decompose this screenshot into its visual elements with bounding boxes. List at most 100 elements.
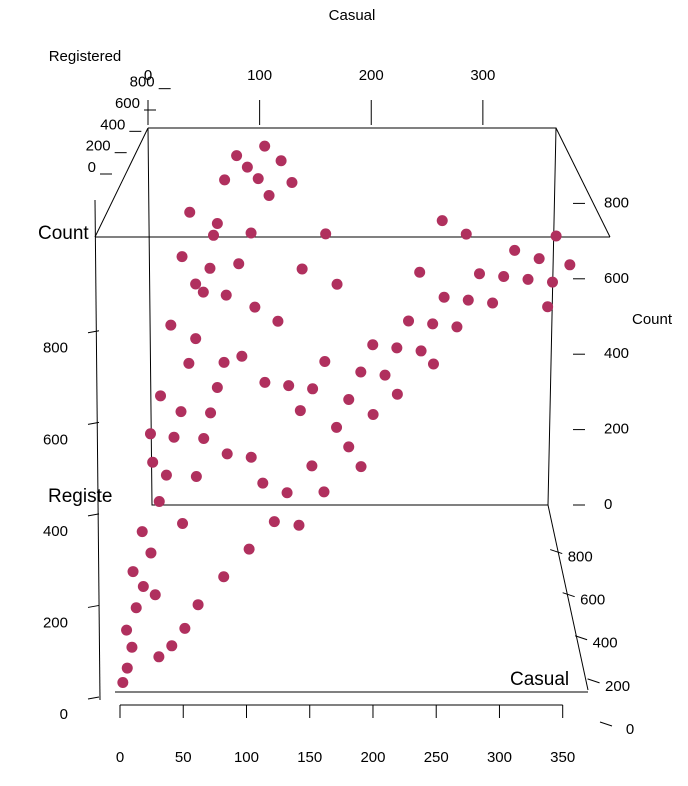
point [320, 228, 332, 240]
y-tick [87, 513, 100, 517]
y-tick-label: 800 [130, 74, 155, 91]
z-tick-label: 400 [604, 345, 629, 362]
front-x-title: Casual [510, 669, 569, 690]
point [564, 259, 576, 271]
point [127, 566, 139, 578]
point [415, 345, 427, 357]
point [283, 380, 295, 392]
box-edge [547, 504, 589, 691]
point [331, 278, 343, 290]
x-tick-label: 100 [234, 749, 259, 766]
point [542, 301, 554, 313]
front-y-title: Registe [48, 486, 112, 507]
point [155, 390, 167, 402]
point [153, 495, 165, 507]
point [252, 173, 264, 185]
point [130, 602, 142, 614]
point [263, 190, 275, 202]
y2-tick [562, 592, 575, 598]
point [546, 276, 558, 288]
point [550, 230, 562, 242]
point [121, 624, 133, 636]
point [147, 456, 159, 468]
y2-tick-label: 200 [605, 678, 630, 695]
y-axis-title: Registered [49, 48, 122, 65]
point [245, 451, 257, 463]
point [498, 271, 510, 283]
point [249, 301, 261, 313]
point [294, 405, 306, 417]
point [451, 321, 463, 333]
point [175, 406, 187, 418]
point [379, 369, 391, 381]
point [137, 581, 149, 593]
point [204, 262, 216, 274]
z-tick-label: 800 [604, 194, 629, 211]
point [391, 342, 403, 354]
point [257, 477, 269, 489]
point [331, 421, 343, 433]
point [166, 640, 178, 652]
point [153, 651, 165, 663]
point [436, 215, 448, 227]
point [177, 517, 189, 529]
point [168, 431, 180, 443]
y-tick-label: 0 [88, 159, 96, 176]
point [121, 662, 133, 674]
y2-tick [550, 549, 563, 555]
point [211, 218, 223, 230]
point [391, 388, 403, 400]
y-tick [87, 330, 100, 334]
point [136, 526, 148, 538]
x-tick-label: 300 [487, 749, 512, 766]
x-tick-label: 200 [360, 749, 385, 766]
point [218, 356, 230, 368]
point [286, 177, 298, 189]
point [462, 294, 474, 306]
y-tick-label: 200 [43, 614, 68, 631]
point [355, 366, 367, 378]
point [233, 258, 245, 270]
point [190, 333, 202, 345]
point [259, 376, 271, 388]
point [427, 358, 439, 370]
y-tick [87, 696, 100, 700]
point [241, 161, 253, 173]
point [293, 519, 305, 531]
y-tick-label: 800 [43, 340, 68, 357]
x-tick-label: 50 [175, 749, 192, 766]
y-tick-label: 600 [115, 95, 140, 112]
point [190, 278, 202, 290]
point [343, 393, 355, 405]
point [367, 409, 379, 420]
point [245, 227, 257, 239]
point [149, 589, 161, 601]
point [533, 253, 545, 265]
y2-tick [587, 678, 600, 684]
point [522, 273, 534, 285]
y2-tick-label: 400 [593, 635, 618, 652]
y2-tick-label: 0 [626, 721, 634, 738]
point [259, 140, 271, 152]
z-axis-title: Count [632, 311, 673, 328]
point [208, 229, 220, 241]
point [460, 228, 472, 240]
point [403, 315, 415, 327]
point [343, 441, 355, 453]
point [275, 155, 287, 167]
point [117, 677, 129, 689]
y-tick-label: 0 [60, 706, 68, 723]
box-edge [94, 127, 149, 238]
y-tick [87, 421, 100, 425]
x-tick-label: 150 [297, 749, 322, 766]
point [183, 357, 195, 369]
point [319, 355, 331, 367]
y2-tick [574, 635, 588, 641]
front-z-title: Count [38, 223, 89, 244]
point [487, 297, 499, 309]
z-tick-label: 600 [604, 270, 629, 287]
box-edge [94, 199, 101, 701]
point [231, 150, 243, 162]
point [179, 622, 191, 634]
point [219, 174, 231, 186]
